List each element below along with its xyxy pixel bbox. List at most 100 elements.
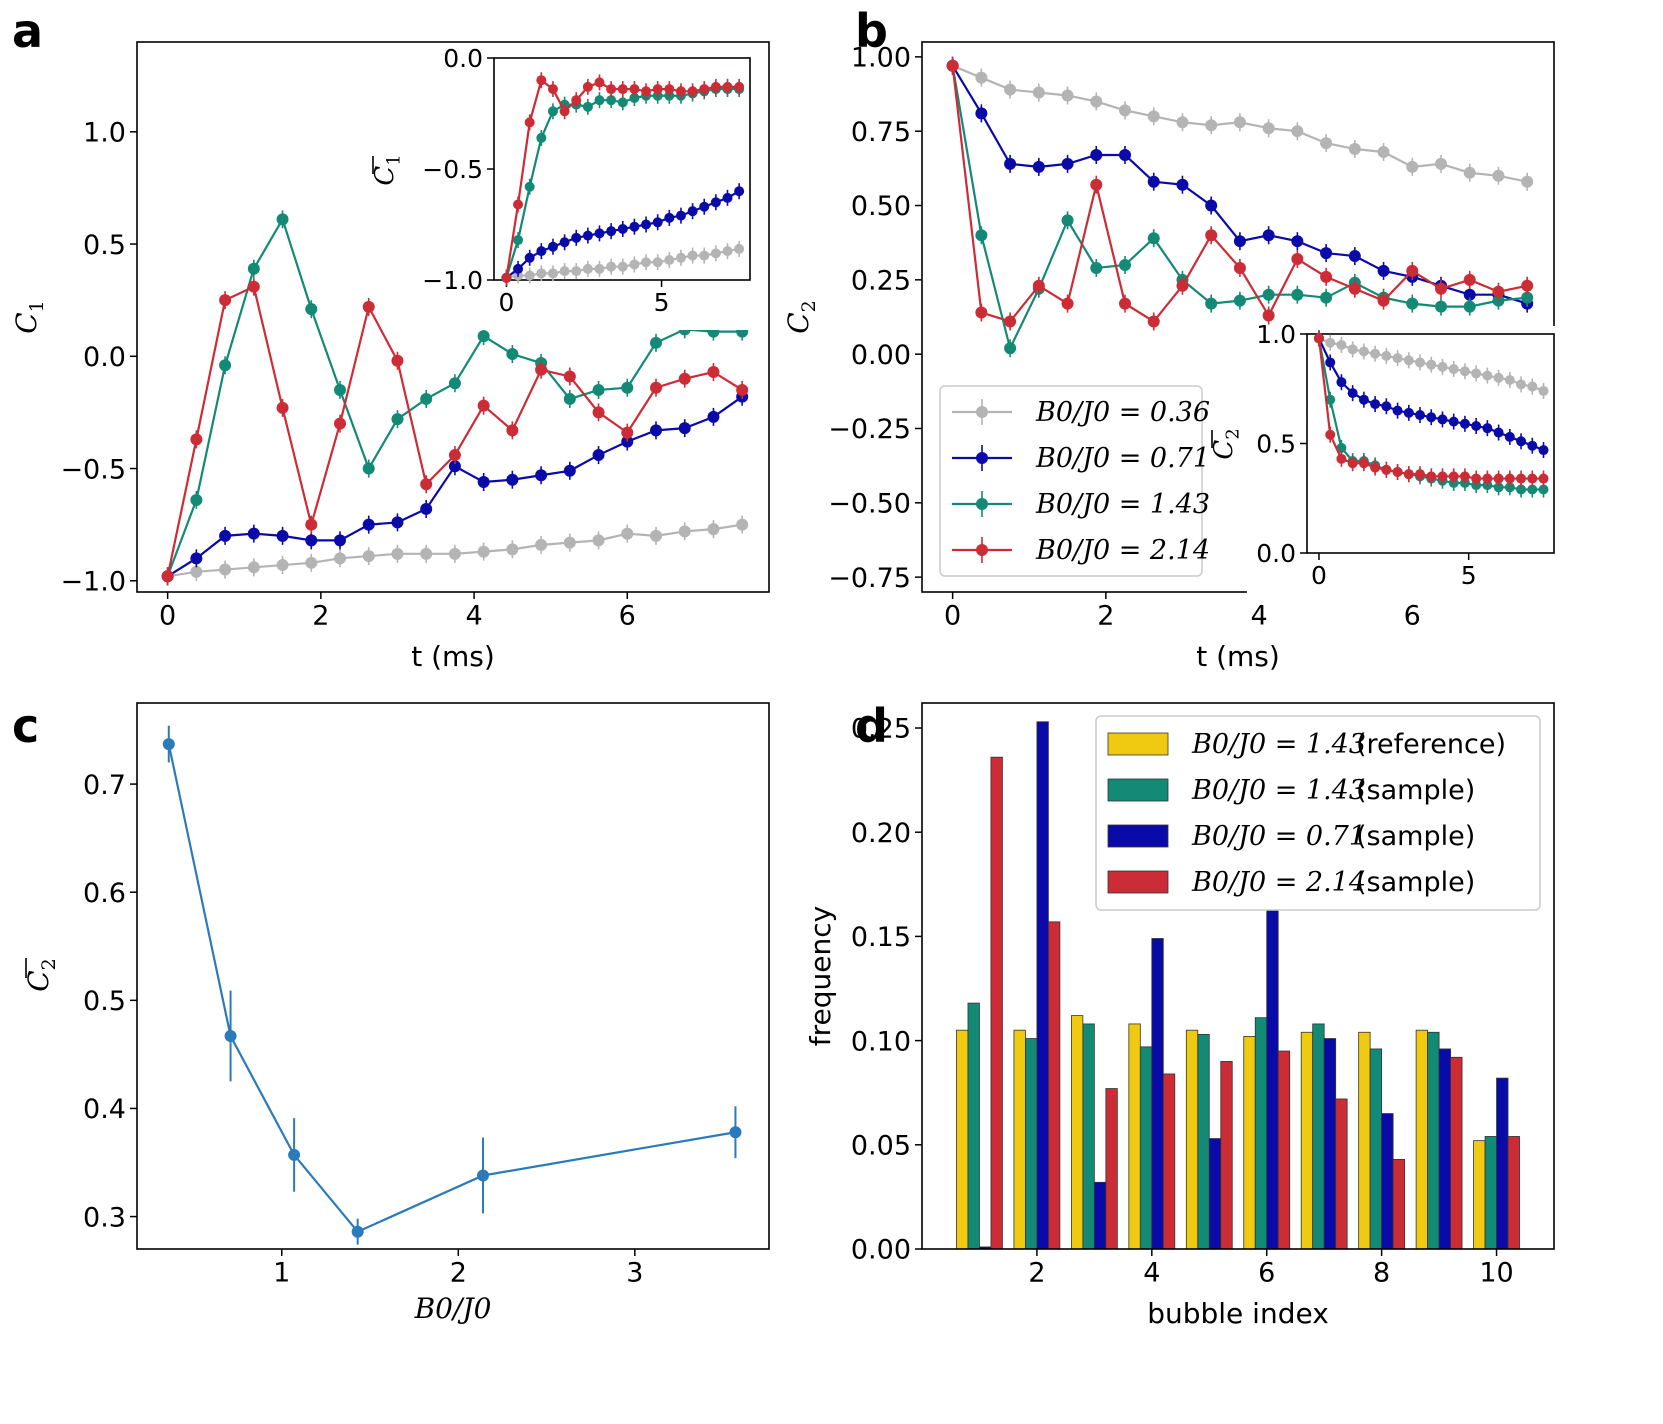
a-series-0-point <box>477 545 490 558</box>
b-series-3-point <box>1291 253 1304 266</box>
b-inset-series-2-point <box>1504 482 1515 493</box>
b-series-3-point <box>1492 285 1505 298</box>
b-legend-box <box>939 385 1203 577</box>
a-y-tick-label: 1.0 <box>83 118 126 149</box>
b-inset-series-3-point <box>1516 473 1527 484</box>
d-frame <box>921 702 1555 1250</box>
a-series-2-point <box>247 262 260 275</box>
a-y-tick-label: −1.0 <box>60 566 126 597</box>
b-series-1-point <box>1061 157 1074 170</box>
a-inset-series-2-point <box>582 101 593 112</box>
b-series-2-point <box>1463 300 1476 313</box>
c-series-line <box>167 743 736 1234</box>
b-series-1-point <box>975 107 988 120</box>
c-y-label: C2 <box>22 958 60 992</box>
b-y-label: C2 <box>782 300 820 334</box>
b-inset-series-3-point <box>1313 333 1324 344</box>
b-series-3-point <box>1147 315 1160 328</box>
b-series-2-point <box>1262 288 1275 301</box>
a-inset-series-3-point <box>641 86 652 97</box>
a-inset-series-1-point <box>687 206 698 217</box>
b-x-tick-label: 6 <box>1404 601 1421 632</box>
a-series-0-point <box>592 534 605 547</box>
d-x-tick-label: 10 <box>1479 1258 1513 1289</box>
c-series-point <box>351 1225 364 1238</box>
a-series-2-point <box>477 330 490 343</box>
b-inset-series-3-point <box>1426 471 1437 482</box>
a-inset-series-3-point <box>629 84 640 95</box>
d-bar <box>1392 1158 1406 1250</box>
b-x-label: t (ms) <box>1196 640 1280 673</box>
b-inset-series-2-point <box>1325 394 1336 405</box>
b-inset-series-0-point <box>1336 339 1347 350</box>
b-inset-series-2-point <box>1516 484 1527 495</box>
b-series-2-point <box>1119 258 1132 271</box>
b-series-2-point <box>1061 214 1074 227</box>
b-series-1-point <box>1004 157 1017 170</box>
a-inset-series-0-point <box>559 266 570 277</box>
a-inset-series-1-point <box>652 217 663 228</box>
d-bar <box>1496 1077 1509 1250</box>
a-series-2-point <box>334 383 347 396</box>
a-inset-series-1-point <box>641 219 652 230</box>
b-y-tick-label: 0.00 <box>851 340 911 371</box>
a-series-0-point <box>736 518 749 531</box>
d-bar <box>1473 1140 1486 1250</box>
a-inset-series-0-point <box>687 250 698 261</box>
d-bar <box>1093 1181 1107 1250</box>
a-inset-series-2-point <box>536 132 547 143</box>
c-series-point <box>162 738 175 751</box>
b-series-1-point <box>1463 288 1476 301</box>
b-series-3-point <box>1377 294 1390 307</box>
a-inset-series-1-point <box>629 221 640 232</box>
a-series-1-point <box>477 476 490 488</box>
a-inset-series-0-point <box>722 246 733 257</box>
a-inset-series-3-point <box>710 81 721 92</box>
b-frame <box>921 41 1555 593</box>
a-inset-series-0-point <box>629 259 640 270</box>
b-series-1-point <box>1176 178 1189 191</box>
b-inset-series-2-point <box>1336 442 1347 453</box>
a-series-0-point <box>650 529 663 542</box>
b-series-3-point <box>1119 297 1132 310</box>
a-inset-series-2-point <box>547 106 558 117</box>
b-inset-series-0-point <box>1415 357 1426 368</box>
a-y-tick-label: 0.0 <box>83 342 126 373</box>
a-inset-y-tick-label: 0.0 <box>443 44 483 73</box>
a-series-3-point <box>276 401 289 414</box>
b-inset-series-0-point <box>1392 353 1403 364</box>
a-inset-series-1-point <box>710 197 721 208</box>
b-inset-y-label: C2 <box>1209 428 1244 459</box>
d-bar <box>1323 1038 1337 1250</box>
b-series-0-point <box>1205 119 1218 132</box>
b-series-2-point <box>1147 232 1160 245</box>
b-series-2-point <box>1090 261 1103 274</box>
b-inset-series-1-point <box>1347 388 1358 399</box>
a-series-2-point <box>506 348 519 361</box>
a-series-1-point <box>592 449 605 462</box>
a-inset-series-0-point <box>606 261 617 272</box>
b-series-1-point <box>1205 199 1218 212</box>
b-inset-series-1-point <box>1358 394 1369 405</box>
a-series-0-point <box>305 556 318 569</box>
b-inset-series-3-point <box>1336 453 1347 464</box>
a-series-0-point <box>707 523 720 536</box>
d-y-tick-label: 0.10 <box>851 1026 911 1057</box>
a-series-3-point <box>563 370 576 383</box>
b-inset-y-tick-label: 1.0 <box>1256 320 1296 349</box>
a-inset-series-3-point <box>734 81 745 92</box>
a-series-3-point <box>391 354 404 367</box>
b-inset-series-1-point <box>1516 436 1527 447</box>
d-x-tick-label: 4 <box>1143 1258 1160 1289</box>
a-series-1-point <box>650 424 663 437</box>
b-inset-series-3-point <box>1482 473 1493 484</box>
a-inset-series-3-point <box>559 106 570 117</box>
a-series-0-point <box>563 536 576 549</box>
b-legend-label: B0/J0 = 1.43 <box>1035 489 1210 520</box>
a-series-2-point <box>190 493 203 506</box>
a-series-2-point <box>650 336 663 349</box>
a-inset-series-1-point <box>571 232 582 243</box>
b-series-1-point <box>1032 160 1045 173</box>
b-series-3-point <box>1435 282 1448 295</box>
b-inset-series-1-point <box>1504 431 1515 442</box>
